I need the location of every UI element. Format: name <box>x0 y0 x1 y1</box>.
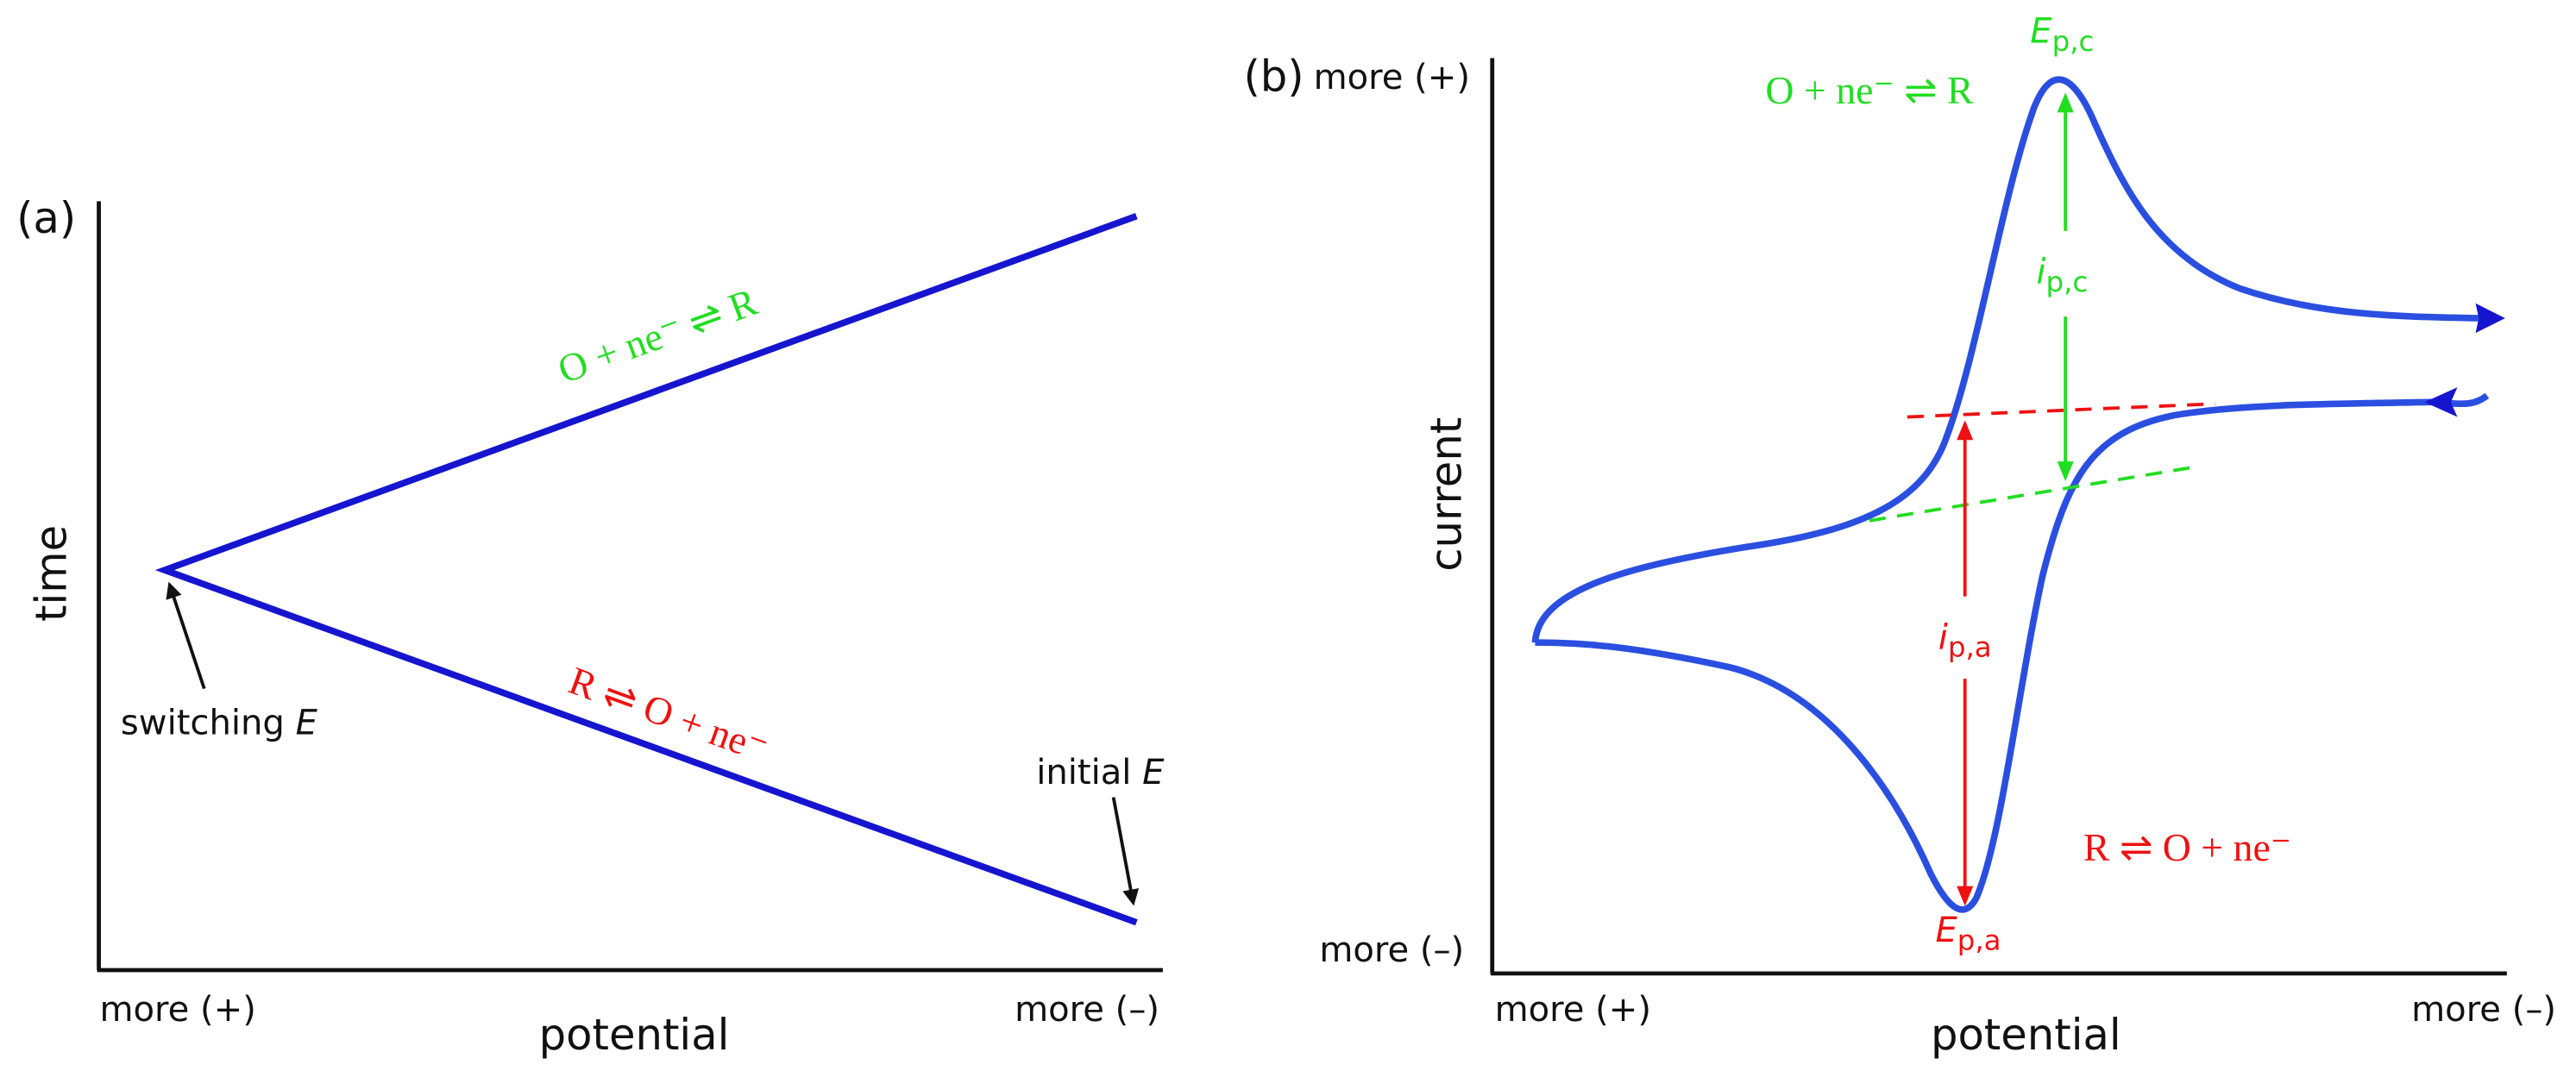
arrowhead <box>2475 303 2505 334</box>
panel-a: (a) time potential more (+) more (–) O +… <box>16 193 1165 1060</box>
baseline <box>1907 402 2215 419</box>
y-top-label: more (+) <box>1314 58 1470 97</box>
annotation: switching E <box>121 704 318 743</box>
cathodic-reaction: O + ne⁻ ⇌ R <box>1765 68 1974 112</box>
panel-label: (a) <box>16 193 76 243</box>
current-label: ip,c <box>2036 252 2088 298</box>
forward-reaction: O + ne⁻ ⇌ R <box>552 279 763 392</box>
current-label: ip,a <box>1938 617 1992 663</box>
reverse-scan <box>1535 392 2490 913</box>
x-left-label: more (+) <box>1495 990 1651 1030</box>
arrow <box>166 581 206 690</box>
peak-label: Ep,c <box>2030 12 2094 58</box>
x-axis-label: potential <box>539 1010 730 1060</box>
x-left-label: more (+) <box>99 990 255 1030</box>
x-axis-label: potential <box>1931 1010 2121 1060</box>
anodic-reaction: R ⇌ O + ne⁻ <box>2083 825 2291 869</box>
y-axis-label: time <box>27 525 77 622</box>
y-bottom-label: more (–) <box>1319 930 1464 970</box>
peak-label: Ep,a <box>1935 911 2001 956</box>
potential-waveform <box>154 213 1138 926</box>
panel-b: (b) more (+) more (–) current potential … <box>1243 12 2556 1060</box>
y-axis-label: current <box>1422 417 1472 572</box>
arrowhead <box>2424 387 2458 417</box>
arrow <box>1111 797 1140 906</box>
annotation: initial E <box>1036 753 1165 792</box>
x-right-label: more (–) <box>1015 990 1159 1030</box>
panel-label: (b) <box>1243 52 1304 102</box>
x-right-label: more (–) <box>2411 990 2556 1030</box>
forward-scan <box>1531 76 2479 643</box>
baseline <box>1869 464 2200 523</box>
